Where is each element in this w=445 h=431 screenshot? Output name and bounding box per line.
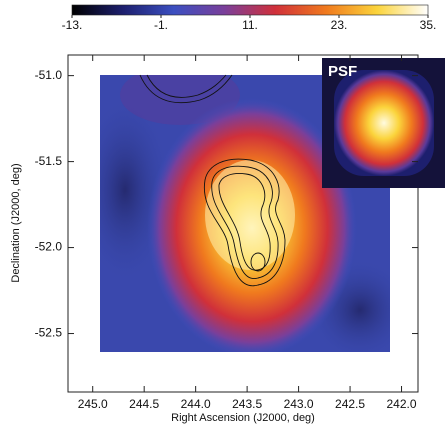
inset-label: PSF xyxy=(328,63,357,80)
x-tick-label: 245.0 xyxy=(78,397,108,411)
x-tick-label: 243.5 xyxy=(232,397,262,411)
y-tick-label: -51.0 xyxy=(35,68,63,82)
x-axis-title: Right Ascension (J2000, deg) xyxy=(171,412,315,424)
x-tick-label: 244.0 xyxy=(181,397,211,411)
y-tick-label: -51.5 xyxy=(35,154,63,168)
colorbar-tick-label: -1. xyxy=(154,18,168,32)
chart: -13. -1. 11. 23. 35. PSF 245.0 244.5 244.0 243.… xyxy=(0,0,445,431)
y-tick-label: -52.0 xyxy=(35,240,63,254)
colorbar-tick-label: 35. xyxy=(420,18,437,32)
colorbar-tick-label: -13. xyxy=(62,18,83,32)
x-tick-label: 242.5 xyxy=(335,397,365,411)
x-tick-label: 244.5 xyxy=(129,397,159,411)
x-tick-label: 243.0 xyxy=(284,397,314,411)
colorbar-tick-label: 11. xyxy=(242,18,258,32)
psf-inset: PSF xyxy=(322,58,445,188)
colorbar-tick-label: 23. xyxy=(331,18,348,32)
colorbar-gradient xyxy=(72,5,428,15)
x-tick-label: 242.0 xyxy=(387,397,417,411)
colorbar: -13. -1. 11. 23. 35. xyxy=(62,5,437,32)
y-axis-title: Declination (J2000, deg) xyxy=(10,163,22,282)
y-tick-label: -52.5 xyxy=(35,326,63,340)
